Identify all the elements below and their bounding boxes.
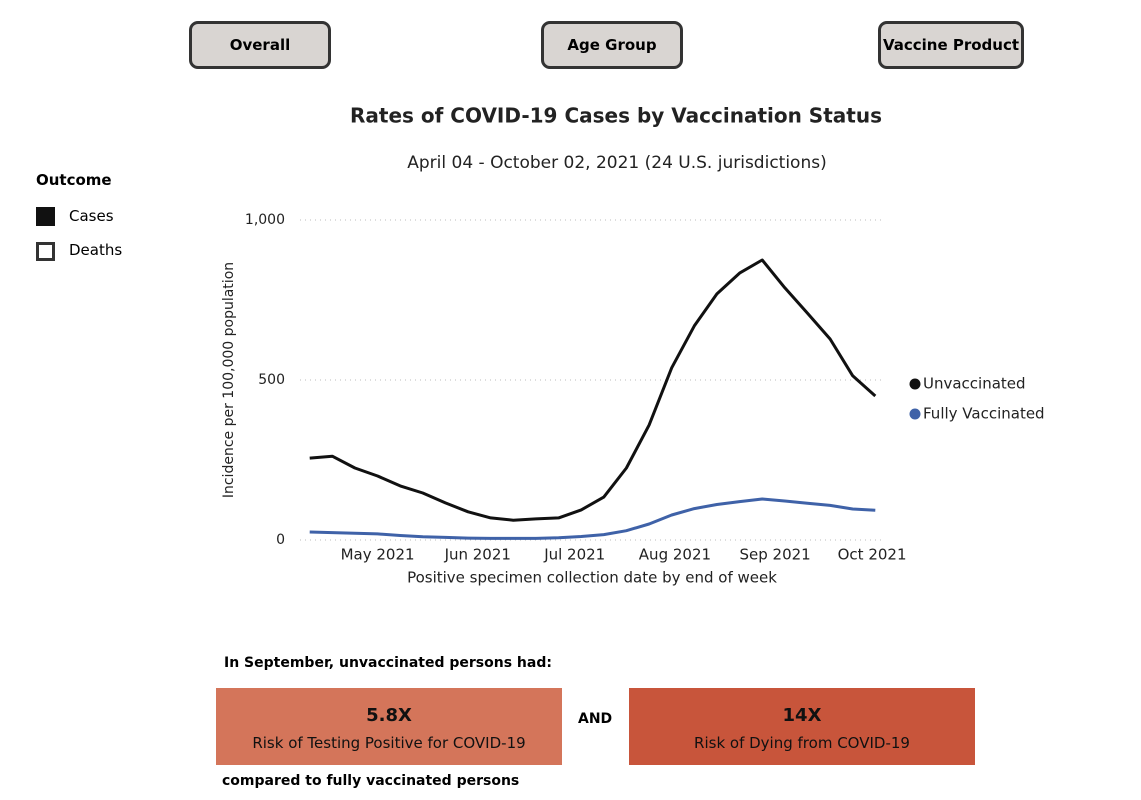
legend-swatch[interactable] (36, 207, 55, 226)
series-line (309, 258, 877, 522)
y-tick-label: 1,000 (245, 212, 285, 228)
stat-value: 5.8X (366, 705, 412, 726)
x-tick-label: Jul 2021 (543, 546, 605, 564)
stat-box: 5.8X Risk of Testing Positive for COVID-… (216, 688, 562, 765)
chart-title: Rates of COVID-19 Cases by Vaccination S… (350, 104, 882, 128)
legend-swatch[interactable] (36, 242, 55, 261)
x-tick-label: Jun 2021 (444, 546, 511, 564)
series-line (309, 497, 876, 540)
stat-box: 14X Risk of Dying from COVID-19 (629, 688, 975, 765)
button[interactable]: Age Group (541, 21, 683, 69)
legend-marker (909, 408, 921, 420)
legend-label: Unvaccinated (923, 375, 1026, 393)
stat-text: Risk of Testing Positive for COVID-19 (252, 734, 526, 752)
chart: Rates of COVID-19 Cases by Vaccination S… (221, 104, 1045, 587)
x-tick-label: Oct 2021 (838, 546, 907, 564)
button[interactable]: Overall (189, 21, 331, 69)
x-axis-label: Positive specimen collection date by end… (407, 569, 777, 587)
legend-marker (909, 378, 921, 390)
y-tick-label: 500 (258, 372, 285, 388)
y-axis-label: Incidence per 100,000 population (221, 262, 237, 498)
stat-value: 14X (782, 705, 822, 726)
stat-text: Risk of Dying from COVID-19 (694, 734, 910, 752)
chart-subtitle: April 04 - October 02, 2021 (24 U.S. jur… (407, 153, 826, 173)
callout-footer: compared to fully vaccinated persons (222, 773, 520, 789)
legend-item[interactable]: Deaths (69, 241, 123, 259)
x-tick-label: May 2021 (341, 546, 415, 564)
callout-intro: In September, unvaccinated persons had: (224, 655, 552, 671)
legend-title: Outcome (36, 171, 112, 189)
x-tick-label: Sep 2021 (740, 546, 811, 564)
legend-item[interactable]: Cases (69, 207, 114, 225)
joiner: AND (578, 711, 613, 727)
legend-label: Fully Vaccinated (923, 405, 1045, 423)
y-tick-label: 0 (276, 532, 285, 548)
button[interactable]: Vaccine Product (878, 21, 1024, 69)
x-tick-label: Aug 2021 (639, 546, 711, 564)
